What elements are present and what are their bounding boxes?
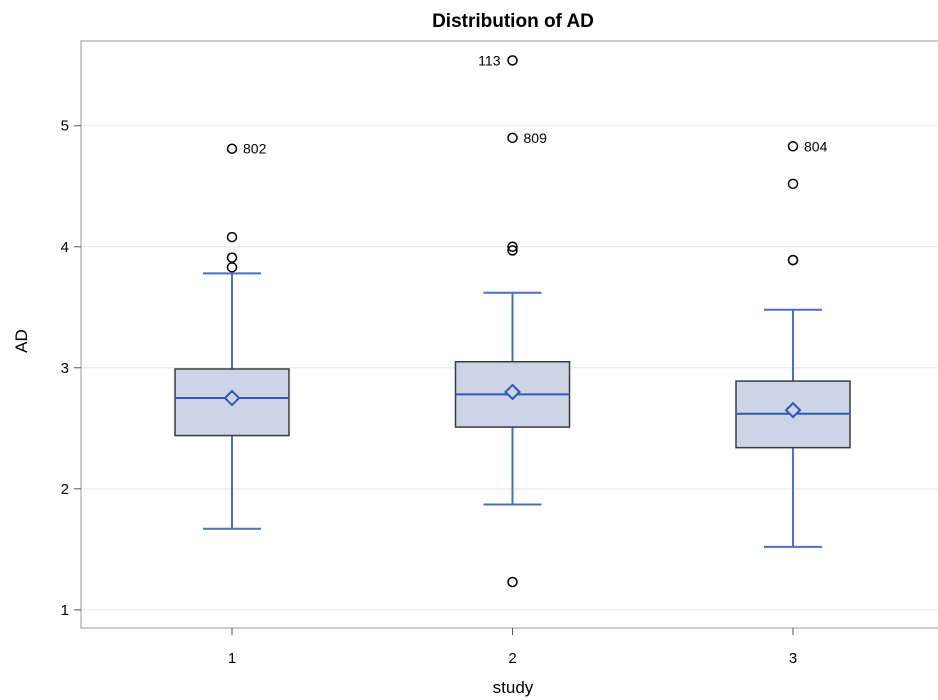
- outlier-label: 809: [524, 130, 548, 146]
- x-axis: 1 2 3: [228, 628, 797, 667]
- outlier-point: [507, 132, 518, 144]
- outlier-point: [226, 262, 238, 273]
- outlier-label: 802: [243, 141, 267, 157]
- x-tick-label: 2: [508, 650, 516, 667]
- x-tick-label: 3: [789, 650, 797, 667]
- outlier-point: [226, 143, 238, 154]
- outlier-point: [507, 245, 518, 256]
- y-axis-label: AD: [12, 329, 31, 353]
- box-study-1: 802: [174, 141, 290, 530]
- mean-marker: [223, 389, 241, 407]
- box-study-3: 804: [735, 138, 851, 548]
- mean-marker: [504, 383, 521, 401]
- y-tick-label: 1: [61, 602, 69, 619]
- y-tick-label: 3: [61, 360, 69, 377]
- plot-frame: [80, 40, 938, 629]
- x-axis-label: study: [493, 678, 534, 697]
- outlier-point: [787, 254, 799, 266]
- outlier-point: [787, 178, 799, 190]
- outlier-point: [507, 241, 518, 253]
- outlier-label: 113: [478, 52, 501, 68]
- mean-marker: [784, 401, 802, 419]
- y-tick-label: 2: [61, 481, 69, 498]
- outlier-point: [507, 55, 518, 66]
- boxes: 802 809 113 804: [174, 52, 851, 588]
- x-tick-label: 1: [228, 650, 236, 667]
- outlier-point: [226, 252, 238, 263]
- outlier-point: [507, 576, 518, 588]
- y-tick-label: 4: [61, 239, 69, 256]
- outlier-point: [226, 231, 238, 243]
- outlier-point: [787, 141, 799, 152]
- box-study-2: 809 113: [454, 52, 571, 588]
- outlier-label: 804: [804, 138, 828, 154]
- chart-title: Distribution of AD: [432, 11, 594, 32]
- y-tick-label: 5: [61, 118, 69, 135]
- y-axis: 1 2 3 4 5: [61, 118, 81, 619]
